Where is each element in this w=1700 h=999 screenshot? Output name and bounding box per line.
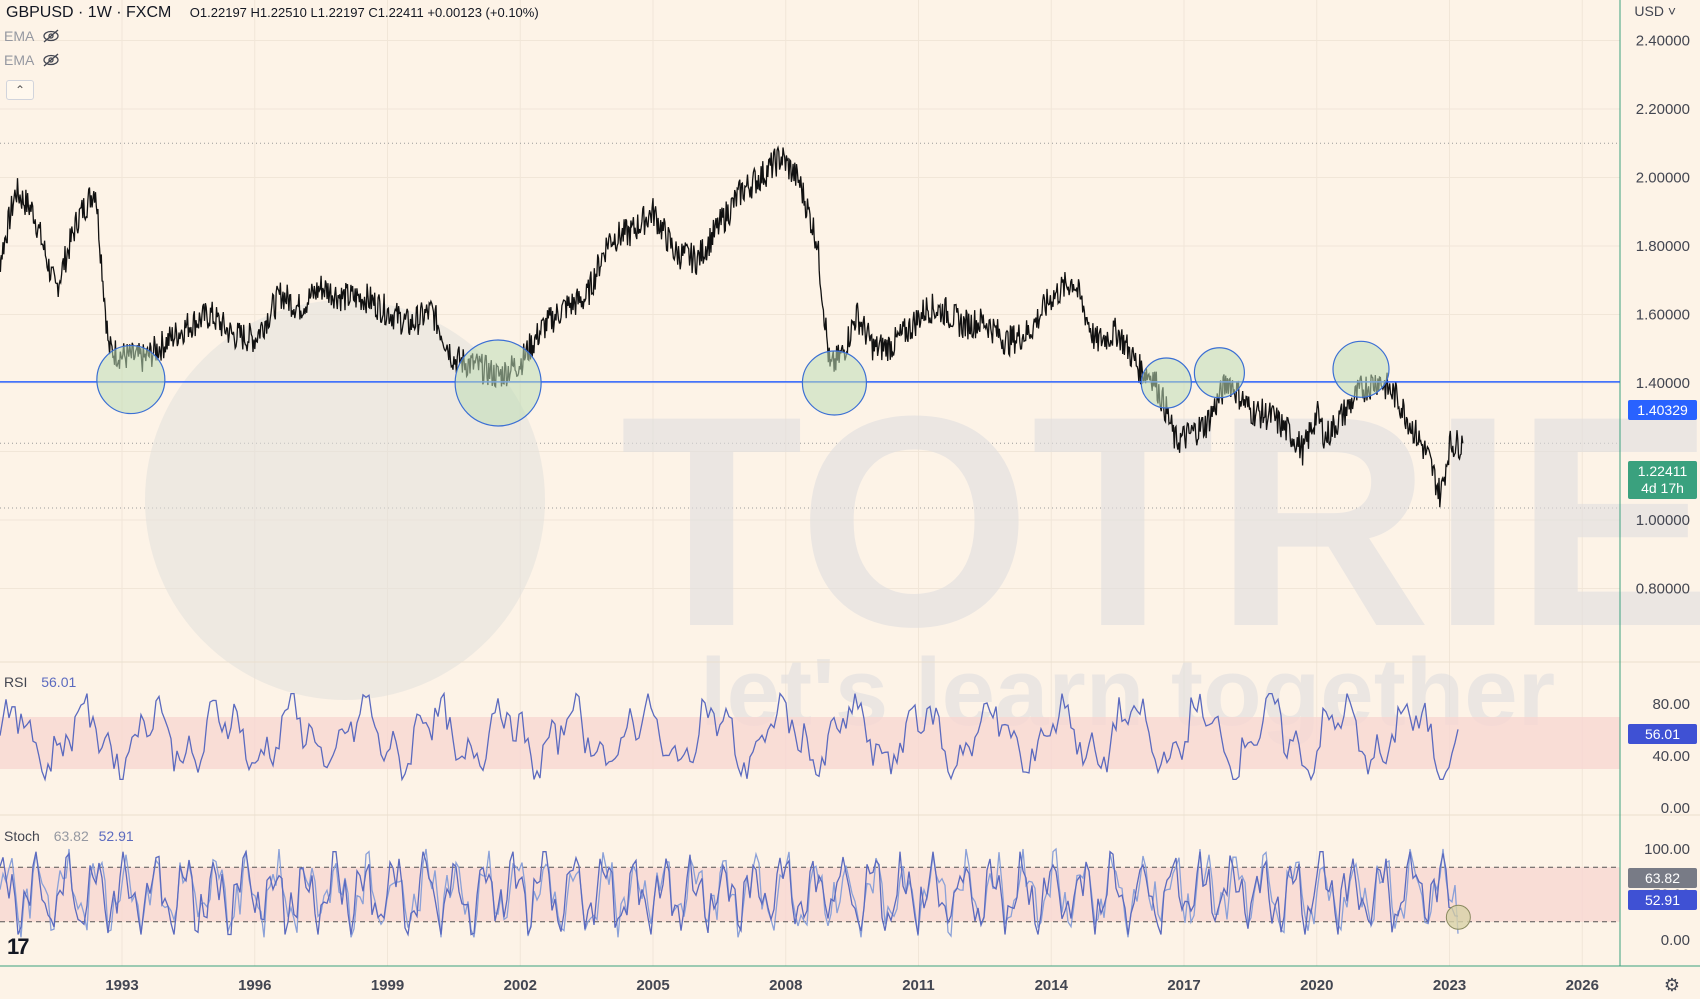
rsi-tick-label: 80.00 xyxy=(1652,696,1690,713)
eye-off-icon[interactable] xyxy=(42,29,60,43)
stoch-d-value: 52.91 xyxy=(98,828,134,844)
indicator-label: EMA xyxy=(4,52,35,68)
time-tick-label: 2005 xyxy=(636,977,669,994)
stoch-legend[interactable]: Stoch 63.82 52.91 xyxy=(4,828,134,844)
time-tick-label: 2026 xyxy=(1566,977,1599,994)
tradingview-logo[interactable]: 17 xyxy=(7,934,30,959)
time-tick-label: 1999 xyxy=(371,977,404,994)
price-tick-label: 1.80000 xyxy=(1636,238,1690,255)
indicator-ema-2[interactable]: EMA xyxy=(4,52,60,68)
price-tick-label: 1.40000 xyxy=(1636,375,1690,392)
price-tick-label: 1.60000 xyxy=(1636,307,1690,324)
time-tick-label: 2008 xyxy=(769,977,802,994)
time-tick-label: 2020 xyxy=(1300,977,1333,994)
support-touch-circle xyxy=(96,344,166,415)
time-axis[interactable]: 1993 1996 1999 2002 2005 2008 2011 2014 2017 2020… xyxy=(105,977,1599,994)
support-touch-circle xyxy=(801,350,868,416)
stoch-d-tag: 52.91 xyxy=(1628,890,1697,910)
rsi-value: 56.01 xyxy=(41,674,77,690)
time-tick-label: 2002 xyxy=(504,977,537,994)
price-tick-label: 2.00000 xyxy=(1636,170,1690,187)
price-tick-label: 0.80000 xyxy=(1636,581,1690,598)
rsi-tick-label: 0.00 xyxy=(1661,800,1690,817)
time-tick-label: 2011 xyxy=(902,977,935,994)
eye-off-icon[interactable] xyxy=(42,53,60,67)
stoch-marker-circle xyxy=(1445,904,1471,930)
price-tick-label: 1.00000 xyxy=(1636,512,1690,529)
last-price-tag: 1.22411 4d 17h xyxy=(1628,461,1697,499)
level-price-tag: 1.40329 xyxy=(1628,400,1697,420)
support-touch-circle xyxy=(454,339,542,427)
price-tick-label: 2.40000 xyxy=(1636,33,1690,50)
price-tick-label: 2.20000 xyxy=(1636,101,1690,118)
currency-selector[interactable]: USD ˅ xyxy=(1634,3,1676,19)
support-touch-circle xyxy=(1140,357,1192,409)
time-tick-label: 2014 xyxy=(1035,977,1069,994)
stoch-d-line xyxy=(0,849,1459,937)
indicator-label: EMA xyxy=(4,28,35,44)
chevron-up-icon[interactable]: ⌃ xyxy=(6,80,34,100)
ohlc-values: O1.22197 H1.22510 L1.22197 C1.22411 +0.0… xyxy=(189,5,539,20)
bar-countdown: 4d 17h xyxy=(1641,480,1684,496)
indicator-ema-1[interactable]: EMA xyxy=(4,28,60,44)
rsi-legend[interactable]: RSI 56.01 xyxy=(4,674,76,690)
rsi-value-tag: 56.01 xyxy=(1628,724,1697,744)
stoch-k-value: 63.82 xyxy=(53,828,89,844)
support-touch-circle xyxy=(1193,347,1246,399)
stoch-label: Stoch xyxy=(4,828,40,844)
symbol-header[interactable]: GBPUSD · 1W · FXCM O1.22197 H1.22510 L1.… xyxy=(6,4,539,22)
stoch-k-tag: 63.82 xyxy=(1628,868,1697,888)
rsi-tick-label: 40.00 xyxy=(1652,748,1690,765)
time-tick-label: 2017 xyxy=(1167,977,1200,994)
watermark-brand: TOTRIEU xyxy=(620,353,1700,689)
time-tick-label: 2023 xyxy=(1433,977,1466,994)
last-price-value: 1.22411 xyxy=(1637,463,1688,479)
support-highlights xyxy=(96,339,1471,930)
time-tick-label: 1996 xyxy=(238,977,271,994)
rsi-band xyxy=(0,717,1620,769)
gear-icon[interactable]: ⚙ xyxy=(1663,975,1680,995)
symbol-title[interactable]: GBPUSD · 1W · FXCM xyxy=(6,4,172,21)
rsi-line xyxy=(0,691,1459,782)
stoch-tick-label: 0.00 xyxy=(1661,932,1690,949)
rsi-label: RSI xyxy=(4,674,28,690)
support-touch-circle xyxy=(1332,340,1390,398)
watermark: TOTRIEU let's learn together xyxy=(145,300,1700,746)
time-tick-label: 1993 xyxy=(105,977,138,994)
stoch-tick-label: 100.00 xyxy=(1644,841,1690,858)
